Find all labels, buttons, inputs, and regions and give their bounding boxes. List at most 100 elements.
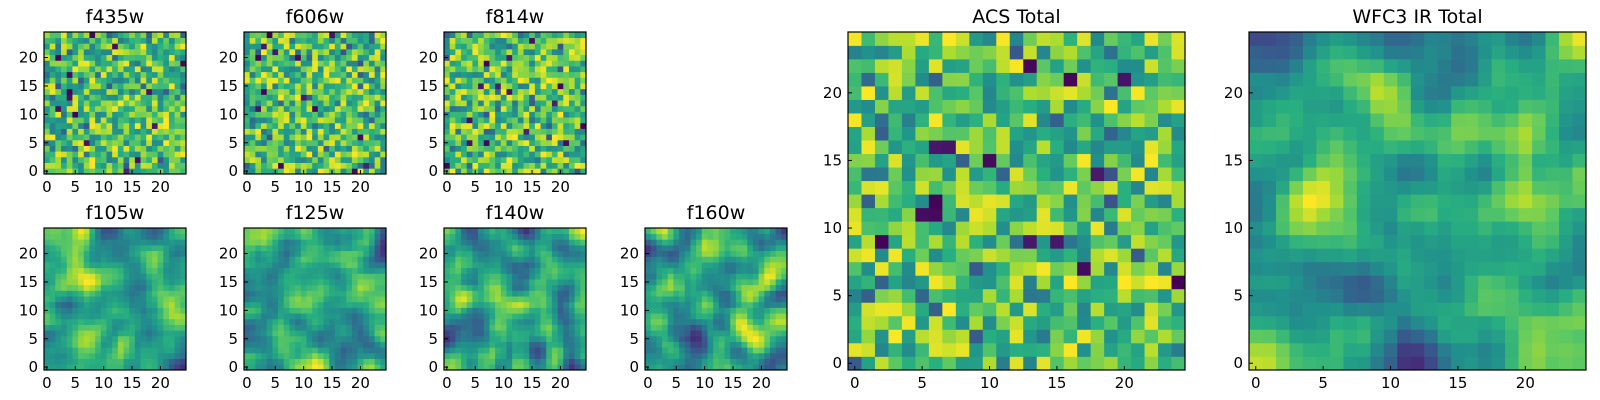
heatmap-cell [255,364,262,371]
heatmap-cell [163,239,170,246]
heatmap-cell [662,256,669,263]
heatmap-cell [650,307,657,314]
heatmap-cell [44,94,51,101]
heatmap-cell [72,262,79,269]
heatmap-cell [529,347,536,354]
heatmap-cell [266,71,273,78]
heatmap-cell [489,358,496,365]
heatmap-cell [249,324,256,331]
heatmap-cell [758,250,765,257]
heatmap-cell [174,71,181,78]
heatmap-cell [374,32,381,39]
heatmap-cell [534,77,541,84]
heatmap-cell [472,256,479,263]
heatmap-cell [112,256,119,263]
heatmap-cell [357,145,364,152]
heatmap-cell [752,330,759,337]
heatmap-cell [724,279,731,286]
heatmap-cell [78,347,85,354]
heatmap-cell [928,126,943,141]
heatmap-cell [517,139,524,146]
heatmap-cell [134,37,141,44]
heatmap-cell [368,66,375,73]
heatmap-cell [255,54,262,61]
heatmap-cell [249,301,256,308]
heatmap-cell [168,37,175,44]
heatmap-cell [563,358,570,365]
heatmap-cell [551,60,558,67]
heatmap-cell [95,83,102,90]
heatmap-cell [261,290,268,297]
heatmap-cell [1131,234,1145,249]
heatmap-cell [1063,180,1078,195]
heatmap-cell [163,134,170,141]
heatmap-cell [151,94,158,101]
heatmap-cell [466,128,473,135]
heatmap-cell [679,330,686,337]
heatmap-cell [334,290,341,297]
heatmap-cell [707,239,714,246]
heatmap-cell [283,122,290,129]
heatmap-cell [89,111,96,118]
heatmap-cell [1131,126,1145,141]
heatmap-cell [289,301,296,308]
heatmap-cell [78,54,85,61]
heatmap-cell [568,37,575,44]
heatmap-cell [146,151,153,158]
heatmap-cell [483,156,490,163]
heatmap-cell [551,105,558,112]
heatmap-cell [72,88,79,95]
heatmap-cell [650,284,657,291]
heatmap-cell [78,267,85,274]
heatmap-cell [1104,248,1118,263]
heatmap-cell [278,313,285,320]
heatmap-cell [982,140,997,155]
heatmap-cell [472,239,479,246]
heatmap-cell [357,156,364,163]
heatmap-cell [283,128,290,135]
panel-title: f814w [486,6,545,28]
heatmap-cell [534,88,541,95]
heatmap-cell [500,49,507,56]
heatmap-cell [874,140,889,155]
heatmap-cell [351,245,358,252]
heatmap-cell [61,318,68,325]
heatmap-cell [283,296,290,303]
heatmap-cell [506,352,513,359]
heatmap-cell [283,341,290,348]
heatmap-cell [49,301,56,308]
heatmap-cell [66,313,73,320]
heatmap-cell [557,358,564,365]
x-tick-label: 10 [695,374,714,392]
heatmap-cell [1104,315,1118,330]
y-tick-label: 20 [419,245,438,263]
heatmap-cell [117,162,124,169]
heatmap-cell [563,335,570,342]
heatmap-cell [752,324,759,331]
heatmap-cell [444,358,451,365]
heatmap-cell [295,330,302,337]
heatmap-cell [163,307,170,314]
heatmap-cell [1144,261,1159,276]
heatmap-cell [100,66,107,73]
heatmap-cell [123,358,130,365]
heatmap-cell [645,228,652,235]
heatmap-cell [449,122,456,129]
heatmap-cell [551,262,558,269]
heatmap-cell [272,267,279,274]
heatmap-cell [323,105,330,112]
heatmap-cell [696,352,703,359]
heatmap-cell [157,43,164,50]
heatmap-cell [489,347,496,354]
heatmap-cell [478,307,485,314]
heatmap-cell [100,105,107,112]
heatmap-cell [563,128,570,135]
heatmap-cell [283,32,290,39]
heatmap-cell [351,139,358,146]
heatmap-cell [718,324,725,331]
heatmap-cell [645,245,652,252]
heatmap-cell [580,256,587,263]
heatmap-cell [272,37,279,44]
heatmap-cell [551,284,558,291]
heatmap-cell [724,296,731,303]
